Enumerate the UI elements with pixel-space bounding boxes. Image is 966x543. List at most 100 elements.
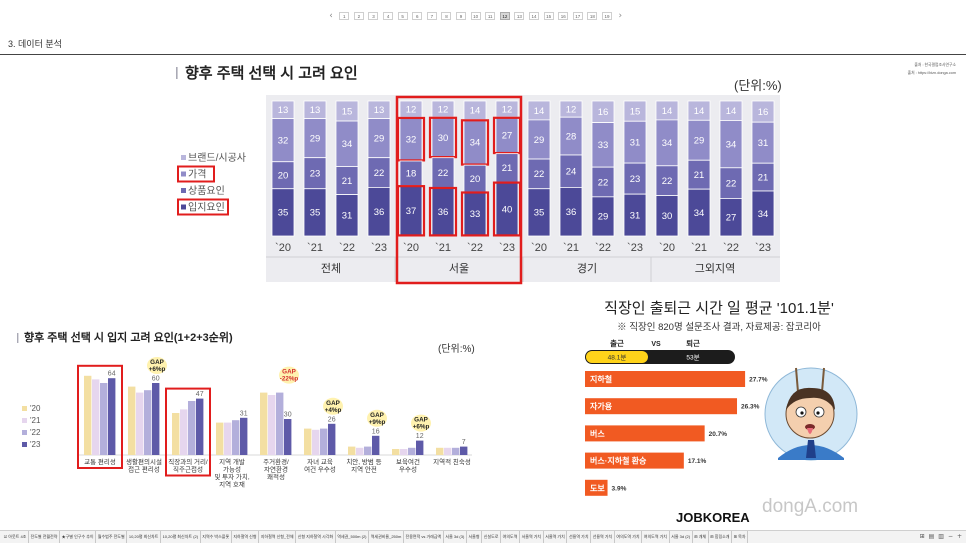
segment-label: 31 bbox=[758, 138, 769, 149]
gap-annotation: GAP bbox=[150, 359, 164, 366]
sheet-tab[interactable]: 여의도역 bbox=[501, 531, 520, 543]
chart-title: 향후 주택 선택 시 입지 고려 요인(1+2+3순위) bbox=[24, 330, 233, 344]
bar-segment bbox=[623, 193, 647, 237]
annotation-bubble bbox=[411, 414, 431, 432]
zoom-out-icon[interactable]: − bbox=[947, 533, 953, 540]
segment-label: 33 bbox=[470, 209, 481, 220]
sheet-tab[interactable]: 역세권비율_250m bbox=[369, 531, 404, 543]
bar bbox=[452, 447, 460, 455]
data-label: 16 bbox=[372, 428, 380, 435]
sheet-tab[interactable]: 10,20평 최신차트 (2) bbox=[161, 531, 201, 543]
page-button[interactable]: 8 bbox=[441, 12, 452, 20]
page-button[interactable]: 14 bbox=[529, 12, 540, 20]
sheet-tab[interactable]: 10,20평 최신차트 bbox=[127, 531, 161, 543]
highlight-box bbox=[428, 116, 458, 159]
bar bbox=[585, 425, 705, 442]
segment-label: 31 bbox=[342, 211, 353, 222]
sheet-tab[interactable]: 전도별 전월전략 bbox=[29, 531, 61, 543]
sheet-tab[interactable]: 서울 3d (3) bbox=[444, 531, 467, 543]
to-work-value: 48.1분 bbox=[608, 354, 627, 362]
data-label: 47 bbox=[196, 391, 204, 398]
sheet-tab[interactable]: 전용면적 vs 거래금액 bbox=[404, 531, 444, 543]
grid-view-icon[interactable]: ⊞ bbox=[919, 533, 925, 540]
sheet-tab[interactable]: 서울역 가치 bbox=[520, 531, 544, 543]
bar bbox=[180, 409, 188, 455]
x-tick-label: `20 bbox=[275, 242, 291, 254]
page-button[interactable]: 9 bbox=[456, 12, 467, 20]
bar bbox=[172, 413, 180, 455]
page-button[interactable]: 15 bbox=[543, 12, 554, 20]
sheet-tab[interactable]: 서울 3d (2) bbox=[670, 531, 693, 543]
category-label: 쾌적성 bbox=[267, 472, 285, 481]
segment-label: 24 bbox=[566, 167, 577, 178]
page-button[interactable]: 12 bbox=[499, 12, 510, 20]
page-button[interactable]: 11 bbox=[485, 12, 496, 20]
from-work-label: 퇴근 bbox=[686, 338, 700, 348]
segment-label: 21 bbox=[342, 176, 353, 187]
segment-label: 15 bbox=[630, 106, 641, 117]
to-work-label: 출근 bbox=[610, 338, 624, 348]
data-label: 12 bbox=[416, 433, 424, 440]
sheet-tab[interactable]: 지역수 박스플롯 bbox=[201, 531, 232, 543]
page-button[interactable]: 18 bbox=[587, 12, 598, 20]
segment-label: 22 bbox=[598, 177, 609, 188]
chevron-right-icon[interactable]: › bbox=[618, 11, 623, 21]
sheet-tab[interactable]: 월수범주 전도별 bbox=[96, 531, 128, 543]
bar-category-label: 도보 bbox=[590, 484, 605, 493]
gap-annotation: +6%p bbox=[149, 366, 166, 373]
segment-label: 21 bbox=[758, 172, 769, 183]
page-break-icon[interactable]: ▥ bbox=[938, 533, 944, 540]
annotation-bubble bbox=[147, 357, 167, 374]
data-label: 7 bbox=[462, 439, 466, 446]
commuter-cartoon bbox=[764, 367, 858, 461]
x-tick-label: `21 bbox=[563, 242, 579, 254]
chevron-left-icon[interactable]: ‹ bbox=[329, 11, 333, 21]
sheet-tab[interactable]: ☑ 아웃트 4조 bbox=[2, 531, 29, 543]
bar bbox=[144, 390, 152, 455]
page-button[interactable]: 17 bbox=[572, 12, 583, 20]
legend-swatch bbox=[181, 171, 186, 177]
x-tick-label: `21 bbox=[307, 242, 323, 254]
segment-label: 27 bbox=[726, 213, 737, 224]
page-button[interactable]: 2 bbox=[353, 12, 364, 20]
page-button[interactable]: 1 bbox=[339, 12, 350, 20]
segment-label: 22 bbox=[438, 168, 449, 179]
page-button[interactable]: 6 bbox=[412, 12, 423, 20]
sheet-tab[interactable]: ★구별 인구수 추이 bbox=[60, 531, 97, 543]
data-label: 30 bbox=[284, 412, 292, 419]
page-button[interactable]: 19 bbox=[601, 12, 612, 20]
gap-annotation: +4%p bbox=[325, 407, 342, 414]
page-layout-icon[interactable]: ▤ bbox=[928, 533, 935, 540]
page-button[interactable]: 13 bbox=[514, 12, 525, 20]
category-label: 보육여건 bbox=[396, 457, 420, 466]
gap-annotation: -22%p bbox=[280, 376, 299, 383]
page-button[interactable]: 10 bbox=[470, 12, 481, 20]
legend-label: '22 bbox=[30, 428, 41, 437]
sheet-tab[interactable]: 여의도역 가치 bbox=[642, 531, 670, 543]
page-button[interactable]: 16 bbox=[558, 12, 569, 20]
sheet-tab[interactable]: 신형 지하철역 시각화 bbox=[296, 531, 336, 543]
highlight-box bbox=[165, 387, 211, 477]
page-button[interactable]: 4 bbox=[383, 12, 394, 20]
sheet-tab[interactable]: 역세권_500m (2) bbox=[336, 531, 370, 543]
sheet-tab[interactable]: ⊞ 목차 bbox=[732, 531, 749, 543]
page-button[interactable]: 3 bbox=[368, 12, 379, 20]
zoom-in-icon[interactable]: + bbox=[956, 533, 962, 540]
sheet-tab[interactable]: 선릉역 가치 bbox=[567, 531, 592, 543]
segment-label: 34 bbox=[726, 139, 737, 150]
legend-label: 가격 bbox=[188, 168, 206, 181]
sheet-tab[interactable]: 서울형 bbox=[467, 531, 483, 543]
sheet-tab[interactable]: 서울역 가치 bbox=[544, 531, 568, 543]
sheet-tab[interactable]: 지하철역 신형 bbox=[232, 531, 260, 543]
sheet-tab[interactable]: ⊞ 힘링소개 bbox=[709, 531, 733, 543]
segment-label: 29 bbox=[310, 133, 321, 144]
segment-label: 14 bbox=[726, 106, 737, 117]
gap-annotation: GAP bbox=[326, 400, 340, 407]
sheet-tab[interactable]: 지하철역 신형_전체 bbox=[259, 531, 297, 543]
sheet-tab[interactable]: 여의도역 가치 bbox=[615, 531, 643, 543]
page-button[interactable]: 5 bbox=[397, 12, 408, 20]
page-button[interactable]: 7 bbox=[426, 12, 437, 20]
sheet-tab[interactable]: 선릉역 가치 bbox=[591, 531, 615, 543]
sheet-tab[interactable]: 신설도로 bbox=[482, 531, 502, 543]
sheet-tab[interactable]: ⊞ 개체 bbox=[693, 531, 709, 543]
